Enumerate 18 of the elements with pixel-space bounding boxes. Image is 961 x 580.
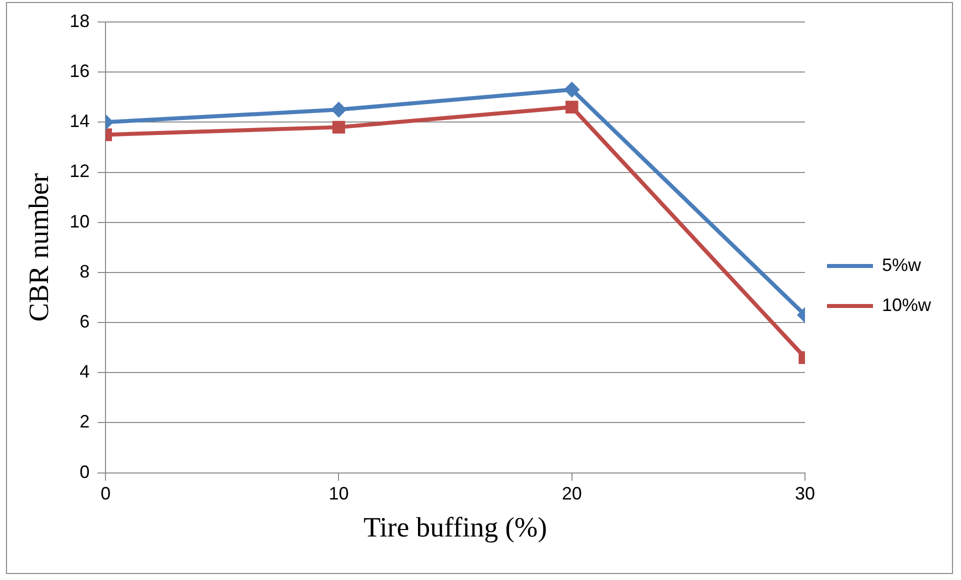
x-axis-title: Tire buffing (%) [364,512,548,544]
y-tick-label: 18 [70,10,90,31]
legend-label: 10%w [882,294,932,315]
x-tick-label: 30 [794,484,815,504]
legend-label: 5%w [882,254,922,275]
y-tick-label: 2 [80,412,90,432]
x-tick-label: 10 [328,484,349,504]
y-tick-label: 10 [70,211,90,232]
y-tick-label: 14 [70,111,90,132]
y-tick-label: 8 [80,261,90,282]
x-tick-label: 20 [562,484,582,504]
y-axis-title: CBR number [24,172,56,322]
y-tick-label: 4 [80,362,90,382]
y-tick-label: 6 [80,312,90,332]
y-tick-label: 16 [70,61,90,82]
x-tick-label: 0 [100,484,111,504]
y-tick-label: 12 [70,161,90,182]
y-tick-label: 0 [80,462,90,482]
